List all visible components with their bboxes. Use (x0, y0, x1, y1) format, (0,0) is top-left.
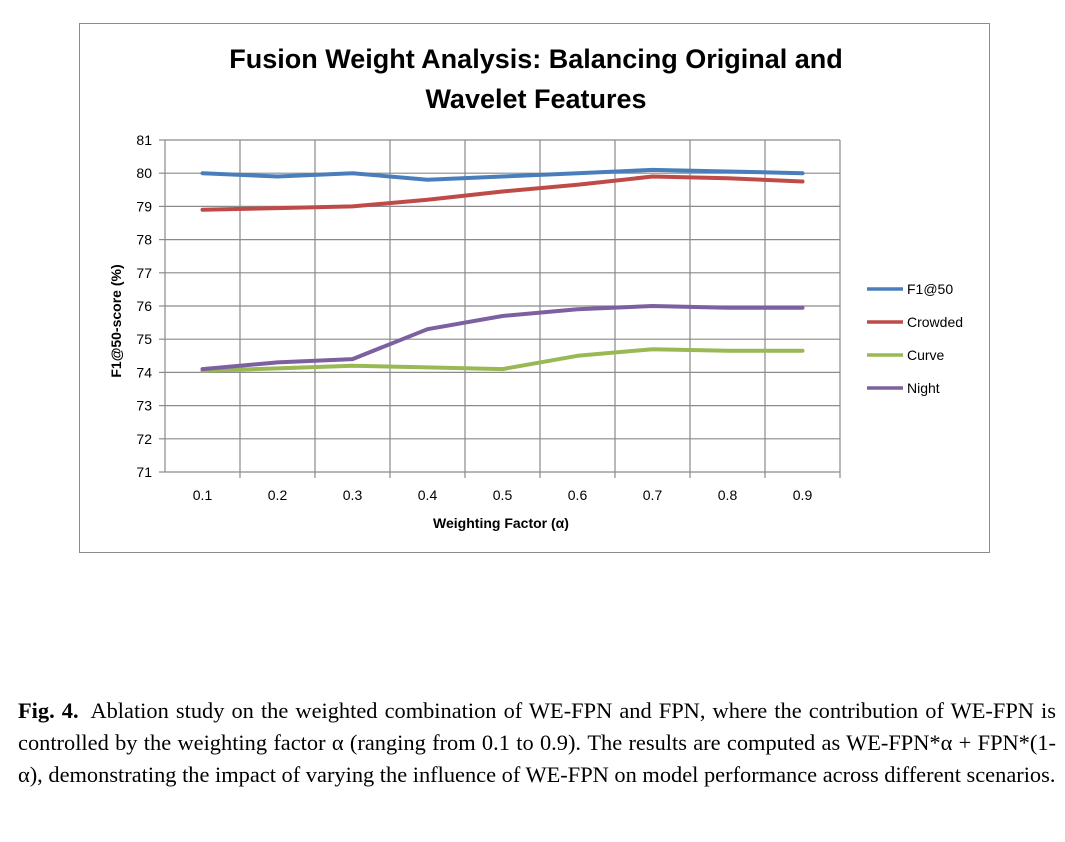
series-line-night (200, 304, 805, 372)
series-line-curve (200, 347, 805, 373)
legend-label: Crowded (907, 314, 963, 330)
y-tick-label: 77 (136, 265, 152, 281)
legend: F1@50 Crowded Curve Night (867, 281, 963, 396)
x-axis-label: Weighting Factor (α) (433, 515, 569, 531)
chart-title-line-2: Wavelet Features (425, 84, 646, 114)
x-tick-label: 0.1 (193, 487, 213, 503)
y-axis-label: F1@50-score (%) (108, 264, 124, 377)
x-tick-label: 0.5 (493, 487, 513, 503)
x-tick-label: 0.9 (793, 487, 813, 503)
chart-title-line-1: Fusion Weight Analysis: Balancing Origin… (229, 44, 843, 74)
caption-label: Fig. 4. (18, 698, 79, 723)
x-tick-label: 0.3 (343, 487, 363, 503)
legend-label: F1@50 (907, 281, 953, 297)
x-tick-label: 0.4 (418, 487, 438, 503)
chart-frame: Fusion Weight Analysis: Balancing Origin… (79, 23, 990, 553)
y-tick-label: 78 (136, 232, 152, 248)
data-series (200, 167, 805, 373)
y-tick-label: 81 (136, 132, 152, 148)
x-tick-label: 0.7 (643, 487, 663, 503)
figure-caption: Fig. 4. Ablation study on the weighted c… (18, 695, 1056, 791)
y-tick-label: 75 (136, 331, 152, 347)
x-tick-label: 0.6 (568, 487, 588, 503)
y-tick-label: 71 (136, 464, 152, 480)
x-tick-label: 0.2 (268, 487, 288, 503)
legend-label: Night (907, 380, 940, 396)
chart-title: Fusion Weight Analysis: Balancing Origin… (229, 44, 843, 114)
y-tick-labels: 71 72 73 74 75 76 77 78 79 80 81 (136, 132, 152, 480)
line-chart: Fusion Weight Analysis: Balancing Origin… (108, 44, 963, 531)
y-tick-label: 72 (136, 431, 152, 447)
y-tick-label: 74 (136, 364, 152, 380)
legend-label: Curve (907, 347, 945, 363)
y-tick-label: 76 (136, 298, 152, 314)
y-tick-label: 79 (136, 198, 152, 214)
series-line-crowded (200, 174, 805, 212)
x-tick-label: 0.8 (718, 487, 738, 503)
axes (159, 139, 840, 473)
y-tick-label: 80 (136, 165, 152, 181)
y-tick-label: 73 (136, 398, 152, 414)
x-tick-labels: 0.1 0.2 0.3 0.4 0.5 0.6 0.7 0.8 0.9 (193, 487, 813, 503)
caption-text: Ablation study on the weighted combinati… (18, 698, 1056, 787)
series-line-f1-50 (200, 167, 805, 182)
